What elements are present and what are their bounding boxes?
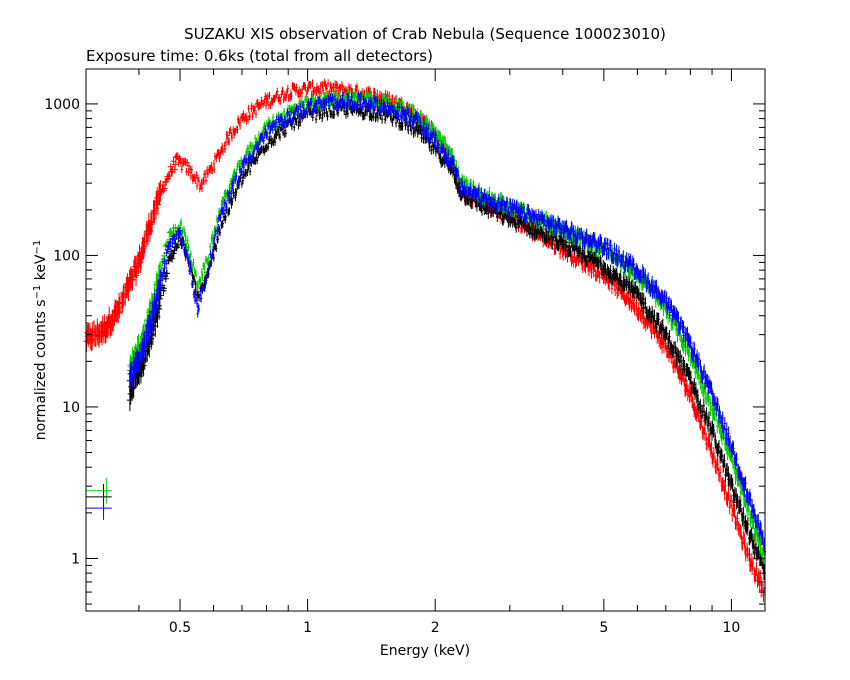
series-1-points <box>126 99 766 581</box>
y-tick-label: 1000 <box>44 97 80 113</box>
y-axis-label-exp1: −1 <box>32 285 43 300</box>
series-0 <box>83 78 767 603</box>
series-3 <box>126 91 767 559</box>
x-axis-label: Energy (keV) <box>380 643 470 659</box>
y-axis-label: normalized counts s−1 keV−1 <box>32 240 50 441</box>
x-tick-label: 1 <box>303 620 312 636</box>
series-3-points <box>126 91 767 559</box>
y-axis-label-exp2: −1 <box>32 240 43 255</box>
data-layer <box>83 78 767 603</box>
chart-subtitle: Exposure time: 0.6ks (total from all det… <box>86 47 433 65</box>
y-tick-label: 1 <box>71 551 80 567</box>
low-energy-points <box>86 477 112 520</box>
x-tick-label: 10 <box>723 620 741 636</box>
plot-frame <box>85 68 766 612</box>
series-1 <box>126 99 766 581</box>
y-axis-label-main: normalized counts s <box>33 299 49 440</box>
y-tick-label: 10 <box>62 400 80 416</box>
chart-title: SUZAKU XIS observation of Crab Nebula (S… <box>184 25 666 43</box>
y-tick-label: 100 <box>53 248 80 264</box>
x-axis: 0.5 1 2 5 10 <box>85 69 741 636</box>
series-0-points <box>83 78 767 603</box>
x-tick-label: 2 <box>431 620 440 636</box>
y-axis: 1 10 100 1000 <box>44 97 765 605</box>
x-tick-label: 5 <box>599 620 608 636</box>
x-tick-label: 0.5 <box>169 620 191 636</box>
y-axis-label-mid: keV <box>33 254 49 285</box>
